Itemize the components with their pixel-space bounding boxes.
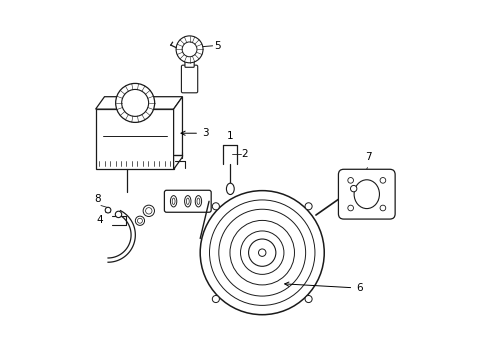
Circle shape	[350, 185, 356, 192]
Ellipse shape	[195, 195, 201, 207]
Text: 6: 6	[284, 282, 362, 293]
Circle shape	[182, 42, 197, 57]
Circle shape	[258, 249, 265, 256]
FancyBboxPatch shape	[164, 190, 211, 212]
Ellipse shape	[186, 198, 189, 204]
Circle shape	[212, 203, 219, 210]
Circle shape	[305, 296, 311, 302]
Circle shape	[176, 36, 203, 63]
Polygon shape	[96, 97, 182, 109]
Text: 5: 5	[214, 41, 221, 51]
Circle shape	[305, 203, 311, 210]
Circle shape	[240, 231, 284, 274]
Circle shape	[135, 216, 144, 225]
Text: 4: 4	[96, 215, 102, 225]
Circle shape	[143, 205, 154, 216]
FancyBboxPatch shape	[181, 65, 197, 93]
Circle shape	[116, 84, 154, 122]
Ellipse shape	[353, 180, 379, 208]
Circle shape	[145, 208, 152, 214]
Circle shape	[347, 177, 353, 183]
Circle shape	[105, 207, 111, 213]
Circle shape	[209, 200, 314, 305]
Circle shape	[248, 239, 275, 266]
Circle shape	[212, 296, 219, 302]
Ellipse shape	[197, 198, 200, 204]
Text: 7: 7	[365, 152, 371, 162]
FancyBboxPatch shape	[338, 169, 394, 219]
Circle shape	[218, 209, 305, 296]
Circle shape	[379, 205, 385, 211]
Polygon shape	[173, 97, 182, 169]
FancyBboxPatch shape	[184, 58, 194, 67]
Ellipse shape	[184, 195, 191, 207]
Ellipse shape	[172, 198, 175, 204]
Text: 3: 3	[181, 128, 208, 138]
Circle shape	[122, 89, 148, 116]
Ellipse shape	[170, 195, 177, 207]
Text: 2: 2	[241, 149, 247, 159]
Circle shape	[379, 177, 385, 183]
Circle shape	[137, 218, 142, 223]
Circle shape	[229, 220, 294, 285]
Circle shape	[115, 211, 122, 217]
Ellipse shape	[226, 183, 234, 194]
Circle shape	[200, 191, 324, 315]
Circle shape	[347, 205, 353, 211]
Text: 1: 1	[226, 131, 233, 141]
Text: 8: 8	[94, 194, 101, 204]
Polygon shape	[96, 109, 173, 169]
